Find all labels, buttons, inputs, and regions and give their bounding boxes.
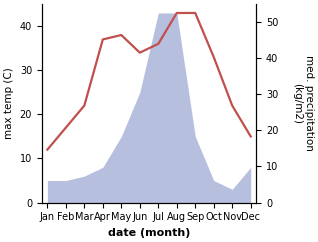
- Y-axis label: max temp (C): max temp (C): [4, 68, 14, 139]
- X-axis label: date (month): date (month): [108, 228, 190, 238]
- Y-axis label: med. precipitation
(kg/m2): med. precipitation (kg/m2): [292, 55, 314, 151]
